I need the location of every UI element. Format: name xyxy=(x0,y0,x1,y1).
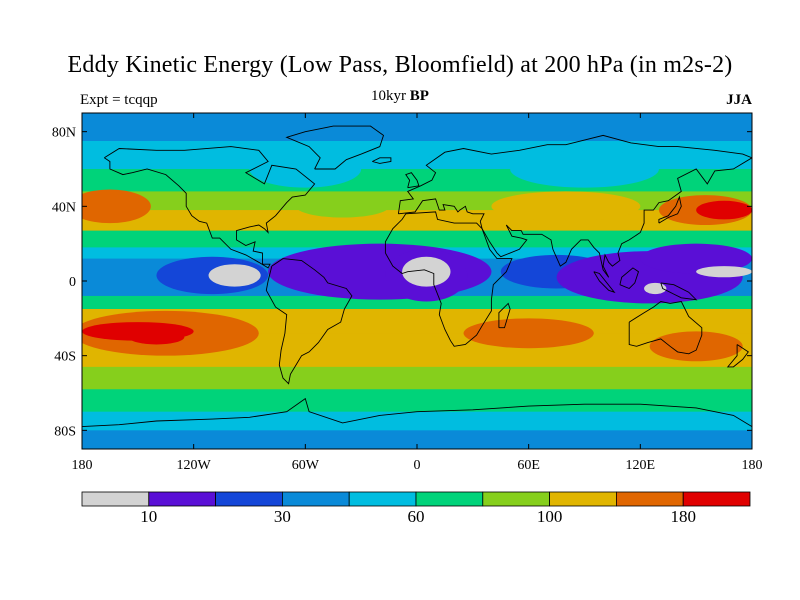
lon-tick-label: 60W xyxy=(292,458,320,473)
lon-tick-label: 180 xyxy=(72,458,93,473)
colorbar-label: 30 xyxy=(274,507,291,526)
period-suffix: BP xyxy=(409,88,429,104)
field-contour-region xyxy=(649,331,743,362)
field-contour-region xyxy=(128,329,185,345)
coastline-antarctica xyxy=(82,397,752,428)
lat-tick-label: 40S xyxy=(54,350,76,365)
lat-tick-label: 80S xyxy=(54,424,76,439)
field-contour-region xyxy=(208,264,261,287)
experiment-label: Expt = tcqqp xyxy=(80,92,158,108)
colorbar-label: 60 xyxy=(408,507,425,526)
coastline-south-america xyxy=(265,258,353,385)
field-contour-region xyxy=(640,243,752,274)
lon-tick-label: 120E xyxy=(626,458,656,473)
colorbar-swatch xyxy=(549,491,617,507)
coastline-new-zealand xyxy=(726,344,749,368)
colorbar-swatch xyxy=(616,491,684,507)
field-contour-region xyxy=(402,256,451,287)
colorbar-label: 180 xyxy=(670,507,696,526)
lon-tick-label: 120W xyxy=(177,458,212,473)
colorbar-swatch xyxy=(415,491,484,507)
field-band xyxy=(82,210,752,235)
coastline-africa xyxy=(384,211,513,347)
colorbar-label: 10 xyxy=(140,507,157,526)
map-title: Eddy Kinetic Energy (Low Pass, Bloomfiel… xyxy=(67,52,733,78)
colorbar-swatch xyxy=(148,491,217,507)
field-layer xyxy=(82,113,752,449)
field-contour-region xyxy=(82,189,151,224)
lat-tick-label: 80N xyxy=(52,126,76,141)
coastline-borneo xyxy=(619,267,640,290)
colorbar-swatch xyxy=(215,491,283,507)
coastline-britain xyxy=(405,172,420,189)
coastline-north-america xyxy=(104,146,316,269)
colorbar-swatch xyxy=(682,491,751,507)
field-band xyxy=(82,366,752,393)
lat-tick-label: 0 xyxy=(69,275,76,290)
coastline-eurasia xyxy=(397,134,752,278)
lon-tick-label: 0 xyxy=(414,458,421,473)
field-contour-region xyxy=(696,266,752,278)
lon-tick-label: 60E xyxy=(517,458,540,473)
coastline-japan xyxy=(658,195,682,224)
period-prefix: 10kyr xyxy=(371,88,407,104)
coastline-layer xyxy=(82,125,752,428)
coastline-new-guinea xyxy=(660,282,698,301)
coastline-australia xyxy=(628,301,703,355)
field-contour-region xyxy=(249,150,362,188)
colorbar-swatch xyxy=(482,491,550,507)
axis-ticks: 80N 40N 0 40S 80S 180 120W 60W 0 60E 120E 180 xyxy=(52,113,763,473)
colorbar: 10 30 60 100 180 xyxy=(81,491,751,526)
colorbar-swatch xyxy=(281,491,350,507)
lat-tick-label: 40N xyxy=(52,200,76,215)
field-contour-region xyxy=(491,191,641,222)
lon-tick-label: 180 xyxy=(742,458,763,473)
season-label: JJA xyxy=(726,92,752,108)
colorbar-label: 100 xyxy=(537,507,563,526)
field-band xyxy=(82,389,752,416)
field-contour-region xyxy=(696,200,752,220)
field-contour-region xyxy=(296,195,390,218)
colorbar-swatch xyxy=(81,491,150,507)
field-contour-region xyxy=(644,282,667,295)
coastline-iceland xyxy=(372,157,392,164)
field-band xyxy=(82,430,752,449)
period-label: 10kyr BP xyxy=(0,88,800,105)
field-contour-region xyxy=(510,150,659,188)
field-contour-region xyxy=(463,318,594,349)
coastline-madagascar xyxy=(498,302,511,329)
colorbar-swatch xyxy=(348,491,417,507)
coastline-sumatra xyxy=(593,271,616,294)
coastline-greenland xyxy=(285,125,385,170)
